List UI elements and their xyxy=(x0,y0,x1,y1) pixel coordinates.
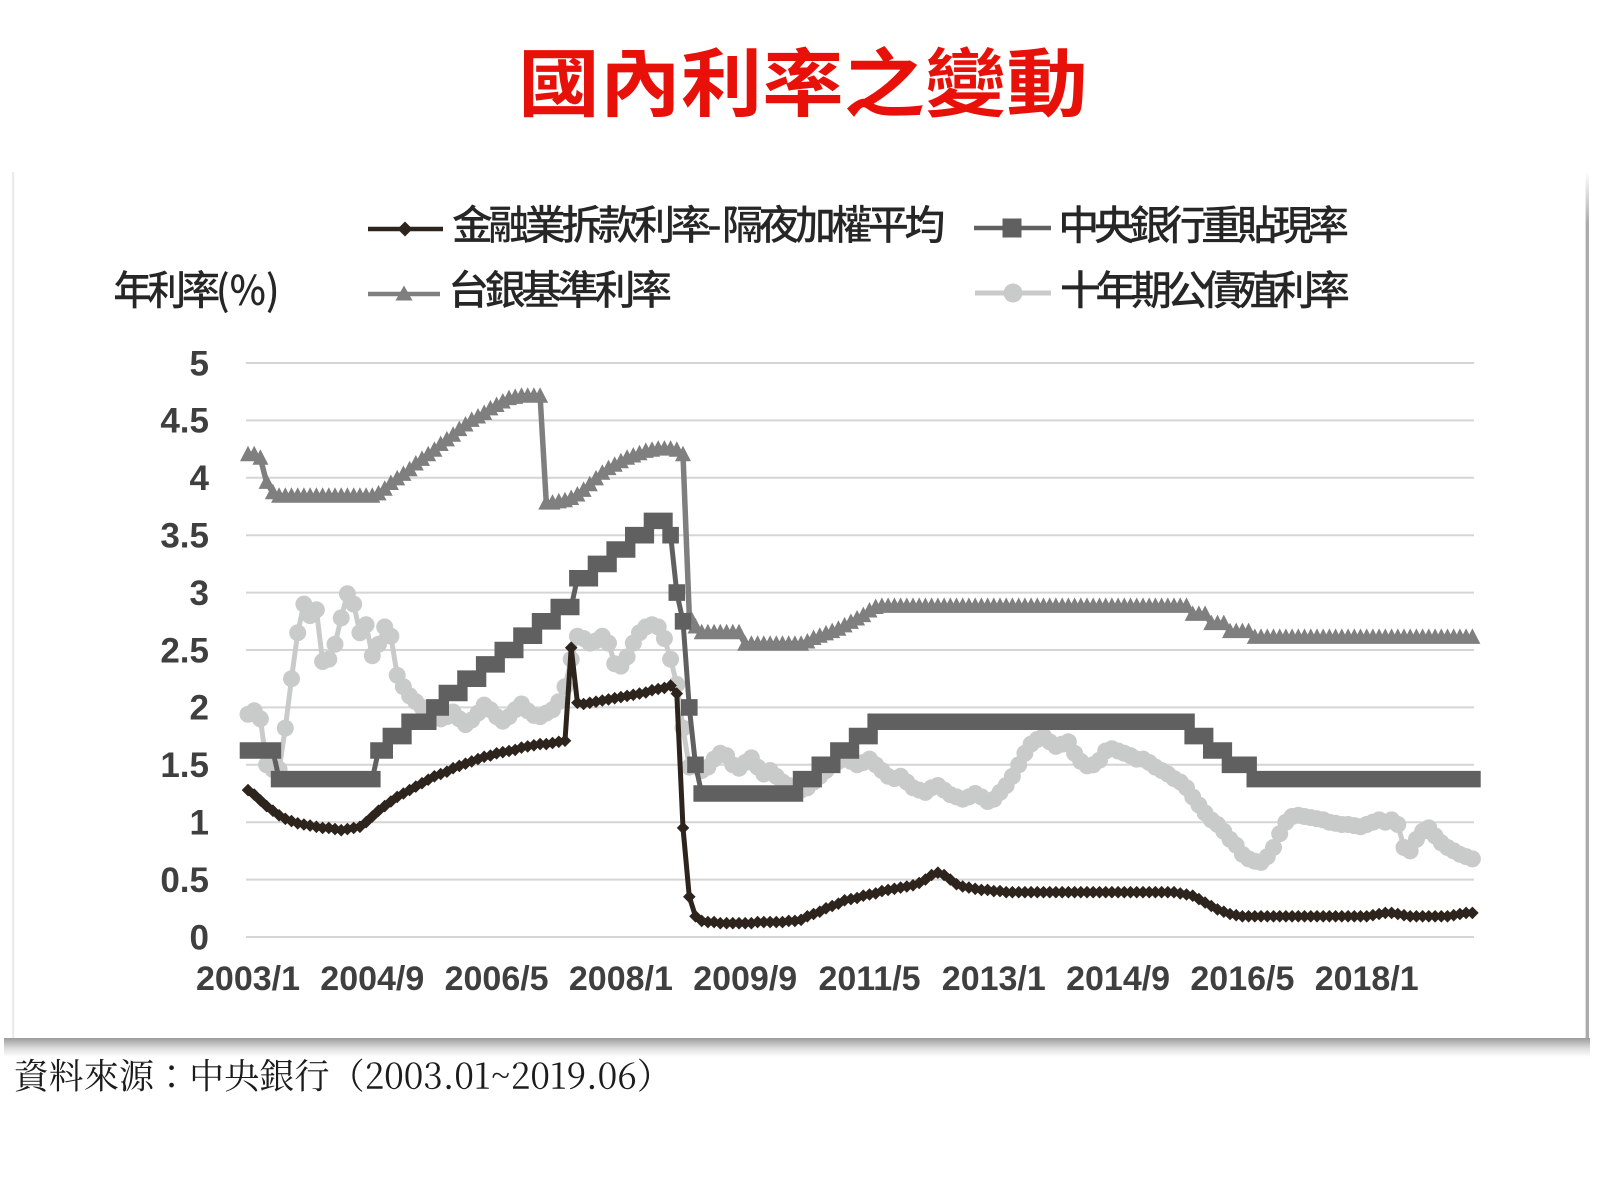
svg-text:4.5: 4.5 xyxy=(160,402,209,441)
svg-text:2004/9: 2004/9 xyxy=(320,960,424,998)
svg-text:1: 1 xyxy=(190,804,209,843)
svg-text:2006/5: 2006/5 xyxy=(445,960,549,998)
svg-text:3.5: 3.5 xyxy=(160,517,209,556)
svg-text:4: 4 xyxy=(190,459,210,498)
svg-text:2011/5: 2011/5 xyxy=(818,960,920,998)
svg-text:2014/9: 2014/9 xyxy=(1066,960,1170,998)
svg-text:2018/1: 2018/1 xyxy=(1315,960,1419,998)
svg-text:2016/5: 2016/5 xyxy=(1190,960,1294,998)
svg-text:5: 5 xyxy=(190,344,209,383)
svg-text:2008/1: 2008/1 xyxy=(569,960,673,998)
svg-text:0: 0 xyxy=(190,918,209,957)
svg-text:2013/1: 2013/1 xyxy=(942,960,1046,998)
svg-text:0.5: 0.5 xyxy=(160,861,209,900)
svg-text:3: 3 xyxy=(190,574,209,613)
svg-text:2009/9: 2009/9 xyxy=(693,960,797,998)
svg-text:2003/1: 2003/1 xyxy=(196,960,300,998)
svg-text:2: 2 xyxy=(190,689,209,728)
svg-text:1.5: 1.5 xyxy=(160,746,209,785)
svg-text:2.5: 2.5 xyxy=(160,631,209,670)
